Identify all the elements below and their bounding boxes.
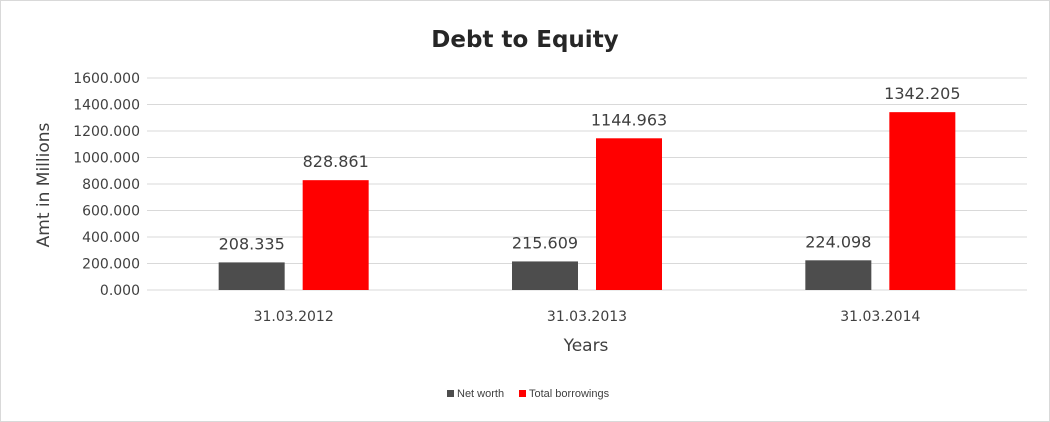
y-axis-title: Amt in Millions (34, 122, 54, 247)
data-label: 215.609 (512, 233, 578, 252)
legend: Net worth Total borrowings (447, 388, 610, 400)
y-axis-ticks: 0.000 200.000 400.000 600.000 800.000 1000.00… (73, 71, 140, 299)
chart-title: Debt to Equity (431, 27, 618, 53)
y-tick-label: 0.000 (100, 283, 140, 299)
data-label: 828.861 (303, 152, 369, 171)
bar-total-borrowings (302, 180, 369, 290)
x-tick-label: 31.03.2013 (547, 309, 627, 325)
bar-total-borrowings (889, 112, 956, 290)
bar-total-borrowings (596, 138, 662, 290)
gridlines (147, 77, 1027, 291)
data-label: 1342.205 (884, 84, 960, 103)
legend-swatch (519, 390, 526, 397)
data-label: 224.098 (805, 232, 871, 251)
y-tick-label: 1000.000 (73, 151, 140, 167)
data-labels: 208.335 828.861 215.609 1144.963 224.098 1342… (219, 84, 961, 253)
legend-label: Net worth (457, 388, 504, 400)
y-tick-label: 1600.000 (73, 71, 140, 87)
legend-label: Total borrowings (529, 388, 610, 400)
data-label: 208.335 (219, 234, 285, 253)
y-tick-label: 800.000 (82, 177, 140, 193)
y-tick-label: 1400.000 (73, 98, 140, 114)
data-label: 1144.963 (591, 110, 667, 129)
y-tick-label: 600.000 (82, 204, 140, 220)
x-tick-label: 31.03.2012 (254, 309, 334, 325)
legend-swatch (447, 390, 454, 397)
x-axis-ticks: 31.03.2012 31.03.2013 31.03.2014 (254, 309, 921, 325)
y-tick-label: 400.000 (82, 230, 140, 246)
bar-net-worth (512, 261, 578, 290)
bar-net-worth (218, 262, 285, 290)
y-tick-label: 200.000 (82, 257, 140, 273)
y-tick-label: 1200.000 (73, 124, 140, 140)
x-axis-title: Years (563, 336, 609, 356)
x-tick-label: 31.03.2014 (840, 309, 920, 325)
bars (218, 112, 956, 290)
bar-net-worth (805, 260, 872, 290)
